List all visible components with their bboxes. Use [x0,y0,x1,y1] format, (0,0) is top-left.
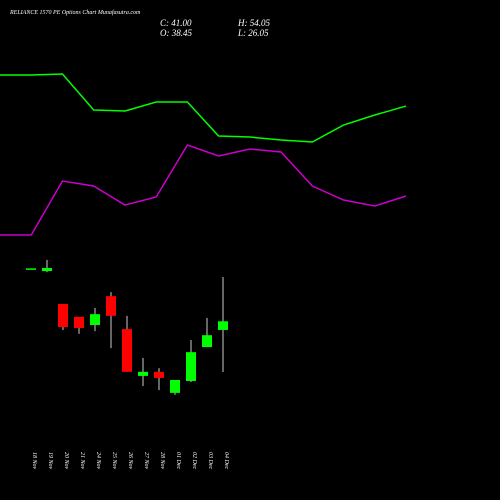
x-tick-label: 18 Nov [31,452,37,470]
x-tick-label: 24 Nov [95,452,102,470]
indicator-line [0,144,407,236]
x-tick-label: 02 Dec [191,452,197,469]
x-tick-label: 20 Nov [63,452,69,470]
candle-body [42,268,52,272]
x-tick-label: 03 Dec [207,452,213,469]
x-tick-label: 01 Dec [175,452,181,469]
x-tick-label: 21 Nov [79,452,85,470]
candle-body [74,316,84,329]
candle-body [90,314,100,326]
x-tick-label: 26 Nov [127,452,133,470]
x-tick-label: 19 Nov [47,452,53,470]
x-tick-label: 27 Nov [143,452,149,470]
candle-body [122,329,132,372]
candle-body [58,303,68,328]
candle-body [202,335,212,348]
chart-title: RELIANCE 1570 PE Options Chart Munafasut… [9,9,141,16]
candle-body [218,321,228,330]
x-tick-label: 04 Dec [223,452,230,469]
candle-body [186,352,196,382]
candle-body [138,371,148,376]
x-tick-label: 25 Nov [111,452,117,470]
candle-body [26,268,36,270]
close-label: C: 41.00 [160,18,192,28]
candle-body [170,379,180,393]
candle-body [154,371,164,378]
high-label: H: 54.05 [237,18,270,28]
candle-body [106,296,116,316]
indicator-line [0,73,407,143]
open-label: O: 38.45 [160,28,192,38]
x-tick-label: 28 Nov [159,452,165,470]
low-label: L: 26.05 [237,28,269,38]
